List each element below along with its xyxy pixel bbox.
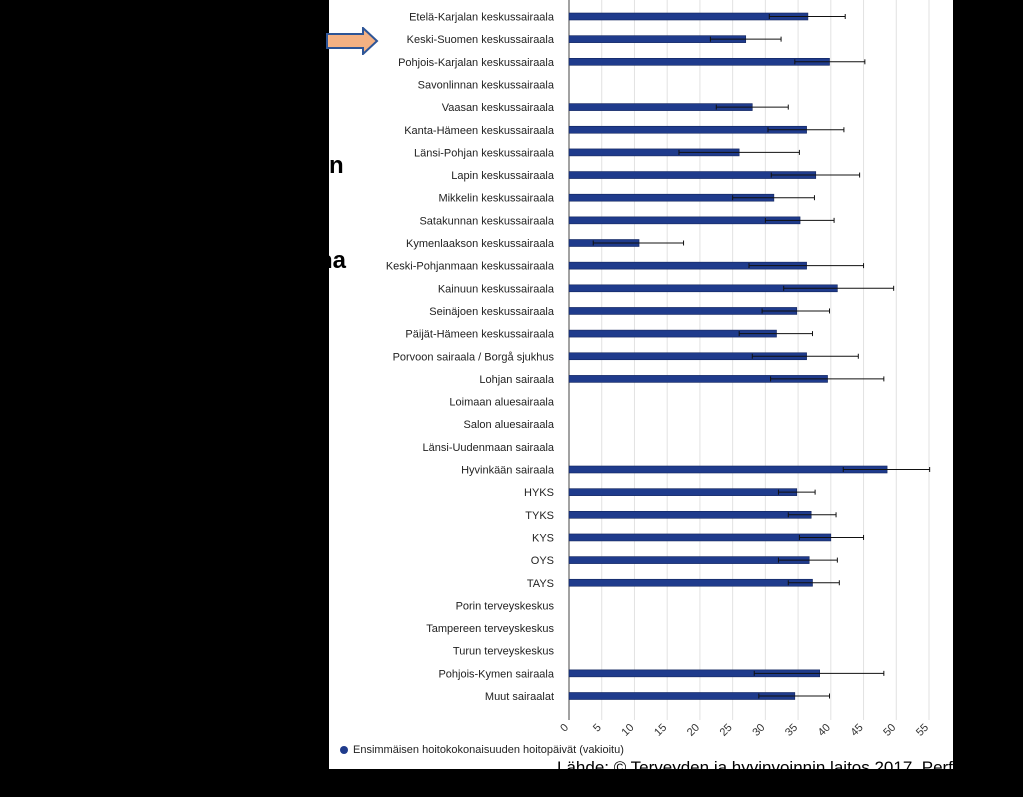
- chart-legend: Ensimmäisen hoitokokonaisuuden hoitopäiv…: [340, 744, 624, 756]
- category-label: Kanta-Hämeen keskussairaala: [404, 125, 555, 137]
- x-tick-label: 50: [881, 722, 898, 739]
- category-label: Keski-Suomen keskussairaala: [407, 34, 555, 46]
- x-tick-label: 40: [816, 722, 833, 739]
- bar: [568, 533, 832, 542]
- category-label: OYS: [531, 555, 554, 567]
- bar: [568, 556, 810, 564]
- category-label: Kymenlaakson keskussairaala: [406, 238, 555, 250]
- category-label: Salon aluesairaala: [463, 419, 554, 431]
- text-fragment-1: n: [329, 152, 344, 179]
- category-label: Savonlinnan keskussairaala: [418, 79, 555, 91]
- bar: [568, 465, 888, 474]
- x-tick-label: 15: [652, 722, 669, 739]
- x-tick-label: 25: [718, 722, 735, 739]
- category-label: Mikkelin keskussairaala: [438, 193, 554, 205]
- category-label: KYS: [532, 532, 554, 544]
- category-label: Tampereen terveyskeskus: [426, 623, 554, 635]
- bar: [568, 488, 798, 496]
- category-label: Pohjois-Karjalan keskussairaala: [398, 57, 555, 69]
- x-tick-label: 20: [685, 722, 702, 739]
- x-tick-label: 10: [619, 722, 636, 739]
- x-tick-label: 5: [591, 722, 604, 735]
- legend-marker: [340, 746, 348, 754]
- category-label: Lapin keskussairaala: [451, 170, 555, 182]
- category-label: Länsi-Pohjan keskussairaala: [414, 147, 555, 159]
- category-label: Hyvinkään sairaala: [461, 465, 555, 477]
- category-label: HYKS: [524, 487, 554, 499]
- category-label: Porin terveyskeskus: [456, 600, 555, 612]
- highlight-arrow-icon: [326, 27, 379, 55]
- category-label: Vaasan keskussairaala: [442, 102, 555, 114]
- category-label: Länsi-Uudenmaan sairaala: [423, 442, 555, 454]
- x-tick-label: 0: [558, 722, 571, 735]
- bar: [568, 578, 813, 587]
- category-label: Satakunnan keskussairaala: [419, 215, 554, 227]
- category-label: Porvoon sairaala / Borgå sjukhus: [393, 351, 555, 363]
- source-caption: Lähde: © Terveyden ja hyvinvoinnin laito…: [557, 758, 953, 777]
- bar: [568, 57, 830, 66]
- category-label: Pohjois-Kymen sairaala: [438, 668, 554, 680]
- bar: [568, 510, 812, 519]
- category-label: Turun terveyskeskus: [453, 646, 555, 658]
- x-tick-label: 30: [750, 722, 767, 739]
- legend-label: Ensimmäisen hoitokokonaisuuden hoitopäiv…: [353, 744, 624, 756]
- x-tick-label: 45: [849, 722, 866, 739]
- category-label: Etelä-Karjalan keskussairaala: [409, 12, 555, 24]
- category-label: Kainuun keskussairaala: [438, 283, 555, 295]
- category-label: TAYS: [527, 578, 554, 590]
- x-tick-label: 35: [783, 722, 800, 739]
- category-label: Päijät-Hämeen keskussairaala: [405, 329, 554, 341]
- category-label: Seinäjoen keskussairaala: [429, 306, 555, 318]
- category-label: Keski-Pohjanmaan keskussairaala: [386, 261, 555, 273]
- text-fragment-2: na: [318, 247, 347, 274]
- category-label: Loimaan aluesairaala: [449, 397, 554, 409]
- category-label: Lohjan sairaala: [479, 374, 554, 386]
- category-label: Muut sairaalat: [485, 691, 554, 703]
- x-tick-label: 55: [914, 722, 931, 739]
- category-label: TYKS: [525, 510, 554, 522]
